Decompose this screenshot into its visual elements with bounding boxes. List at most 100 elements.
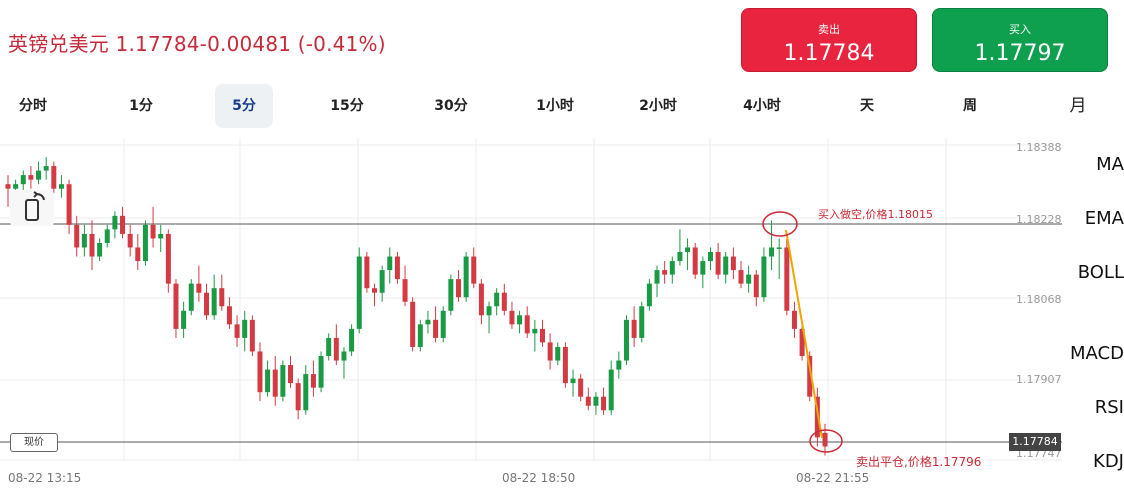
indicator-kdj[interactable]: KDJ [1093,451,1124,472]
exit-marker-circle [809,429,843,453]
candle-up [593,396,599,406]
candle-down [692,247,698,275]
candle-up [769,247,775,257]
tab-1min[interactable]: 1分 [129,98,153,114]
candle-up [700,261,706,275]
tab-5min[interactable]: 5分 [215,84,273,128]
chart-grid [0,138,1062,461]
y-tick-label: 1.17907 [1016,373,1062,386]
candle-down [455,279,461,298]
candle-down [799,328,805,356]
candle-down [585,396,591,406]
candle-up [463,256,469,298]
candle-up [81,233,87,248]
candle-up [280,365,286,397]
candle-down [753,274,759,298]
candle-down [120,215,126,234]
exit-annotation: 卖出平仓,价格1.17796 [856,455,982,469]
candle-up [349,328,355,352]
candle-down [249,319,255,352]
candle-down [74,224,80,248]
candle-up [486,306,492,316]
candle-up [43,166,49,171]
candle-up [517,315,523,325]
candle-down [89,233,95,257]
candle-down [5,184,11,189]
candle-up [20,175,26,185]
candle-down [150,224,156,239]
candle-down [28,175,34,180]
candle-up [379,270,385,293]
candle-down [196,283,202,293]
candle-up [158,233,164,239]
candle-up [646,283,652,307]
candle-down [539,328,545,343]
candle-down [601,396,607,411]
candle-down [822,432,828,447]
indicator-rsi[interactable]: RSI [1094,397,1124,418]
candle-down [547,342,553,361]
timeframe-tabs: 分时 1分 5分 15分 30分 1小时 2小时 4小时 天 周 月 [0,84,1124,128]
buy-label: 买入 [1009,23,1031,36]
candle-down [165,233,171,284]
candle-up [425,319,431,325]
tab-2hour[interactable]: 2小时 [639,98,677,114]
candle-up [746,274,752,284]
tab-30min[interactable]: 30分 [434,98,468,114]
candle-down [662,270,668,275]
tab-timeshare[interactable]: 分时 [19,98,47,114]
candle-up [181,310,187,329]
candle-up [387,256,393,271]
rotate-phone-icon [25,191,45,221]
tab-month[interactable]: 月 [1069,96,1087,116]
candle-up [623,319,629,361]
candle-down [433,319,439,338]
indicator-ema[interactable]: EMA [1084,208,1124,229]
buy-button[interactable]: 买入 1.17797 [932,8,1108,72]
x-tick-label: 08-22 18:50 [502,471,576,485]
candle-up [36,170,42,180]
tab-day[interactable]: 天 [860,98,874,114]
candle-up [58,184,64,189]
candle-down [402,279,408,302]
candle-down [478,283,484,316]
candle-down [226,306,232,325]
candle-down [257,351,263,393]
candle-up [669,261,675,275]
candlestick-chart[interactable] [0,138,1124,490]
candle-up [570,378,576,384]
rotate-screen-button[interactable] [10,190,54,226]
current-price-label: 现价 [10,433,58,452]
candle-down [51,166,57,189]
candle-down [501,292,507,311]
tab-week[interactable]: 周 [963,98,977,114]
candle-down [135,247,141,262]
candle-down [364,256,370,289]
tab-15min[interactable]: 15分 [330,98,364,114]
tab-1hour[interactable]: 1小时 [536,98,574,114]
x-tick-label: 08-22 13:15 [8,471,82,485]
candle-up [494,292,500,307]
sell-button[interactable]: 卖出 1.17784 [741,8,917,72]
candle-up [326,337,332,356]
indicator-macd[interactable]: MACD [1070,343,1124,364]
candle-down [295,383,301,411]
candle-up [211,288,217,316]
entry-annotation: 买入做空,价格1.18015 [818,208,933,221]
indicator-ma[interactable]: MA [1096,154,1124,175]
candle-up [555,346,561,361]
candle-down [738,270,744,284]
candle-up [97,242,103,257]
quote-text: 1.17784-0.00481 (-0.41%) [115,32,386,56]
pair-name: 英镑兑美元 [8,32,109,56]
candle-down [234,324,240,338]
candle-down [127,233,133,248]
indicator-boll[interactable]: BOLL [1077,262,1124,283]
candle-up [142,224,148,262]
candle-down [471,256,477,284]
candle-down [509,310,515,325]
candle-down [173,283,179,329]
candle-down [219,288,225,307]
tab-4hour[interactable]: 4小时 [743,98,781,114]
trade-arrow-line [785,229,823,439]
